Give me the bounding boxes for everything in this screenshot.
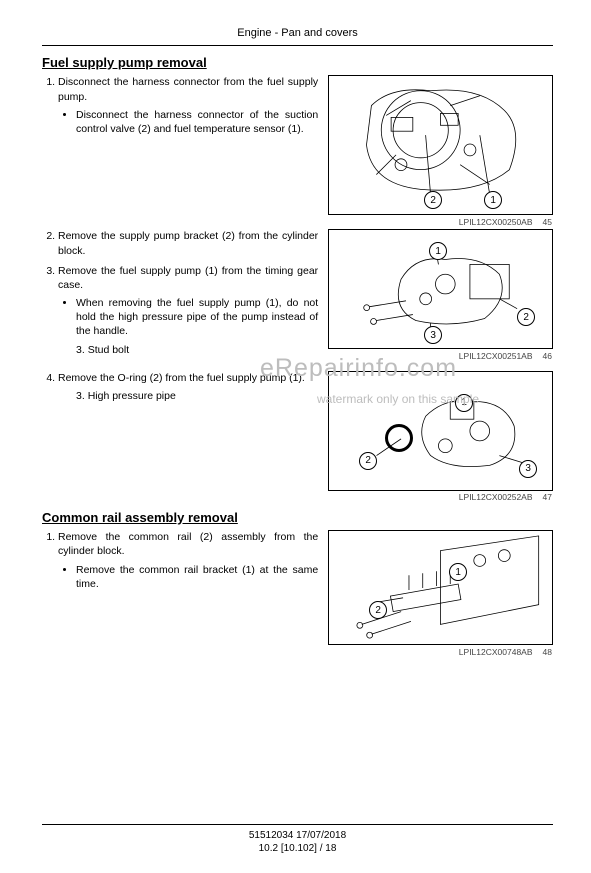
step-4-sub3: High pressure pipe [58, 389, 318, 403]
row-rail-step1: Remove the common rail (2) assembly from… [42, 530, 553, 645]
step-3-bullet-1: When removing the fuel supply pump (1), … [76, 296, 318, 339]
step-1-bullets: Disconnect the harness connector of the … [58, 108, 318, 136]
figure-1: 2 1 LPIL12CX00250AB 45 [328, 75, 553, 215]
figure-1-idx: 45 [543, 217, 552, 228]
footer-line-2: 10.2 [10.102] / 18 [42, 842, 553, 855]
figure-1-svg [329, 76, 552, 214]
figure-2-code: LPIL12CX00251AB [459, 351, 533, 362]
rail-step-1-text: Remove the common rail (2) assembly from… [58, 531, 318, 557]
rail-step-1-bullets: Remove the common rail bracket (1) at th… [58, 563, 318, 591]
figure-2-idx: 46 [543, 351, 552, 362]
row-step4: Remove the O-ring (2) from the fuel supp… [42, 371, 553, 491]
figure-4: 1 2 LPIL12CX00748AB 48 [328, 530, 553, 645]
step-1-text: Disconnect the harness connector from th… [58, 76, 318, 102]
step-3-bullets: When removing the fuel supply pump (1), … [58, 296, 318, 339]
step-1-bullet-1: Disconnect the harness connector of the … [76, 108, 318, 136]
step-3-sub3-item: Stud bolt [76, 343, 318, 357]
figure-3-callout-1: 1 [455, 394, 473, 412]
figure-3-callout-3: 3 [519, 460, 537, 478]
step-3-sub3: Stud bolt [58, 343, 318, 357]
step-3: Remove the fuel supply pump (1) from the… [58, 264, 318, 357]
figure-3-code: LPIL12CX00252AB [459, 492, 533, 503]
section-heading-rail: Common rail assembly removal [42, 509, 553, 527]
rail-step-1: Remove the common rail (2) assembly from… [58, 530, 318, 591]
step-2: Remove the supply pump bracket (2) from … [58, 229, 318, 257]
figure-4-code: LPIL12CX00748AB [459, 647, 533, 658]
text-col-rail: Remove the common rail (2) assembly from… [42, 530, 318, 594]
rail-step-1-bullet-1: Remove the common rail bracket (1) at th… [76, 563, 318, 591]
figure-4-svg [329, 531, 552, 644]
figure-4-caption: LPIL12CX00748AB 48 [459, 647, 552, 658]
step-3-text: Remove the fuel supply pump (1) from the… [58, 265, 318, 291]
step-4-text: Remove the O-ring (2) from the fuel supp… [58, 372, 305, 384]
step-4-sub3-item: High pressure pipe [76, 389, 318, 403]
figure-3-col: 1 2 3 LPIL12CX00252AB 47 [328, 371, 553, 491]
footer-wrap: 51512034 17/07/2018 10.2 [10.102] / 18 [42, 818, 553, 855]
figure-3-callout-2: 2 [359, 452, 377, 470]
page-header-title: Engine - Pan and covers [42, 26, 553, 41]
footer: 51512034 17/07/2018 10.2 [10.102] / 18 [42, 829, 553, 855]
figure-3-idx: 47 [543, 492, 552, 503]
rail-step-list: Remove the common rail (2) assembly from… [42, 530, 318, 591]
footer-rule [42, 824, 553, 825]
text-col-step1: Disconnect the harness connector from th… [42, 75, 318, 139]
step-4: Remove the O-ring (2) from the fuel supp… [58, 371, 318, 403]
figure-4-col: 1 2 LPIL12CX00748AB 48 [328, 530, 553, 645]
figure-1-code: LPIL12CX00250AB [459, 217, 533, 228]
header-rule [42, 45, 553, 46]
footer-line-1: 51512034 17/07/2018 [42, 829, 553, 842]
figure-4-idx: 48 [543, 647, 552, 658]
section-heading-fuel: Fuel supply pump removal [42, 54, 553, 72]
step-list-1: Disconnect the harness connector from th… [42, 75, 318, 136]
page-root: eRepairinfo.com watermark only on this s… [0, 0, 591, 873]
figure-2-col: 1 2 3 LPIL12CX00251AB 46 [328, 229, 553, 349]
step-list-2: Remove the supply pump bracket (2) from … [42, 229, 318, 356]
row-step2-3: Remove the supply pump bracket (2) from … [42, 229, 553, 356]
text-col-step2-3: Remove the supply pump bracket (2) from … [42, 229, 318, 356]
figure-3-oring [385, 424, 413, 452]
step-1: Disconnect the harness connector from th… [58, 75, 318, 136]
figure-2-caption: LPIL12CX00251AB 46 [459, 351, 552, 362]
figure-3-caption: LPIL12CX00252AB 47 [459, 492, 552, 503]
figure-3: 1 2 3 LPIL12CX00252AB 47 [328, 371, 553, 491]
figure-1-caption: LPIL12CX00250AB 45 [459, 217, 552, 228]
step-list-4: Remove the O-ring (2) from the fuel supp… [42, 371, 318, 403]
figure-1-col: 2 1 LPIL12CX00250AB 45 [328, 75, 553, 215]
figure-2: 1 2 3 LPIL12CX00251AB 46 [328, 229, 553, 349]
text-col-step4: Remove the O-ring (2) from the fuel supp… [42, 371, 318, 403]
row-step1: Disconnect the harness connector from th… [42, 75, 553, 215]
